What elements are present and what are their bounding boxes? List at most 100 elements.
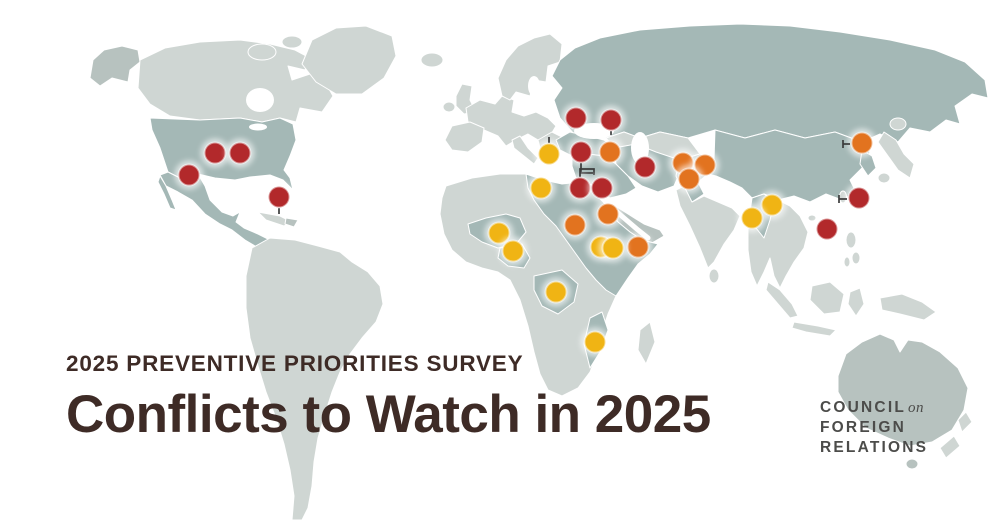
- marker-armenia-azerbaijan: [595, 137, 625, 167]
- great-lakes: [249, 123, 267, 131]
- persian-gulf: [652, 198, 674, 226]
- marker-dot-pakistan: [677, 167, 701, 191]
- marker-dot-southern-russia: [599, 108, 623, 132]
- marker-leader-line: [580, 163, 593, 174]
- island-borneo: [809, 281, 845, 315]
- continent-south-america: [245, 237, 384, 521]
- marker-dot-israel-palestine: [590, 176, 614, 200]
- country-china: [707, 129, 871, 203]
- marker-taiwan-strait: [838, 183, 874, 213]
- continent-greenland: [301, 25, 397, 95]
- marker-dot-libya: [529, 176, 553, 200]
- iberian-peninsula: [444, 121, 485, 153]
- island-visayas: [843, 256, 851, 268]
- marker-dot-myanmar: [760, 193, 784, 217]
- island-new-guinea: [879, 293, 937, 321]
- marker-ukraine: [561, 103, 591, 133]
- new-zealand-north: [957, 411, 973, 433]
- marker-pakistan: [674, 164, 704, 194]
- marker-dr-congo: [541, 277, 571, 307]
- marker-mozambique: [580, 327, 610, 357]
- marker-libya: [526, 173, 556, 203]
- marker-dot-eastern-mediterranean: [537, 142, 561, 166]
- marker-dot-turkey-syria: [569, 140, 593, 164]
- marker-dot-korean-peninsula: [850, 131, 874, 155]
- marker-united-states-central-2: [225, 138, 255, 168]
- island-hokkaido: [889, 117, 907, 131]
- marker-dot-mozambique: [583, 330, 607, 354]
- marker-nigeria: [498, 236, 528, 266]
- marker-southern-russia: [596, 105, 626, 135]
- marker-south-china-sea: [812, 214, 842, 244]
- marker-red-sea-horn: [593, 199, 623, 229]
- island-sulawesi: [847, 287, 865, 317]
- marker-dot-united-states-central-1: [203, 141, 227, 165]
- continents: [89, 23, 989, 521]
- arctic-island-2: [281, 35, 303, 49]
- page-title: Conflicts to Watch in 2025: [66, 384, 711, 444]
- italy: [511, 135, 539, 165]
- country-japan: [877, 131, 915, 179]
- marker-somalia: [623, 232, 653, 262]
- marker-dot-south-china-sea: [815, 217, 839, 241]
- island-tasmania: [905, 458, 919, 470]
- continent-europe: [465, 95, 557, 147]
- marker-dot-taiwan-strait: [847, 186, 871, 210]
- markers-layer: [174, 103, 877, 357]
- marker-lebanon-israel: [565, 168, 595, 203]
- marker-israel-palestine: [587, 173, 617, 203]
- baja-peninsula: [157, 175, 177, 211]
- cfr-logo: COUNCIL on FOREIGN RELATIONS: [820, 398, 928, 458]
- continent-australia: [837, 333, 969, 447]
- survey-eyebrow: 2025 PREVENTIVE PRIORITIES SURVEY: [66, 351, 524, 376]
- marker-turkey-syria: [566, 137, 596, 174]
- hudson-bay: [246, 88, 274, 112]
- new-zealand-south: [939, 435, 961, 459]
- island-luzon: [845, 231, 857, 249]
- marker-bay-of-bengal: [737, 203, 767, 233]
- island-kyushu: [877, 172, 891, 184]
- marker-dot-lebanon-israel: [568, 176, 592, 200]
- marker-dot-bay-of-bengal: [740, 206, 764, 230]
- cfr-logo-line-1: COUNCIL on: [820, 398, 928, 418]
- marker-united-states-southwest: [174, 160, 204, 190]
- continent-canada: [137, 39, 334, 123]
- island-ireland: [442, 101, 456, 113]
- island-sri-lanka: [708, 268, 720, 284]
- island-java: [791, 321, 837, 337]
- island-hispaniola: [284, 217, 299, 228]
- headline-block: 2025 PREVENTIVE PRIORITIES SURVEY Confli…: [66, 351, 711, 444]
- marker-dot-red-sea-horn: [596, 202, 620, 226]
- cfr-logo-council: COUNCIL: [820, 399, 907, 416]
- marker-dot-armenia-azerbaijan: [598, 140, 622, 164]
- marker-dot-somalia: [626, 235, 650, 259]
- island-madagascar: [637, 321, 656, 365]
- marker-dot-ethiopia-east: [601, 236, 625, 260]
- arctic-island-1: [247, 43, 277, 61]
- marker-dot-nigeria: [501, 239, 525, 263]
- cfr-logo-line-2: FOREIGN: [820, 419, 907, 436]
- marker-dot-ukraine: [564, 106, 588, 130]
- continent-alaska: [89, 45, 141, 87]
- marker-eastern-mediterranean: [534, 137, 564, 169]
- country-india: [675, 185, 741, 269]
- marker-dot-united-states-central-2: [228, 141, 252, 165]
- marker-united-states-central-1: [200, 138, 230, 168]
- island-mindanao: [851, 251, 861, 265]
- island-hainan: [807, 214, 817, 222]
- marker-ethiopia-east: [598, 233, 628, 263]
- marker-leader-line: [579, 168, 595, 177]
- marker-haiti: [264, 182, 294, 214]
- marker-dot-haiti: [267, 185, 291, 209]
- marker-dot-sahel: [487, 221, 511, 245]
- island-sumatra: [765, 281, 799, 319]
- marker-dot-sudan: [563, 213, 587, 237]
- island-iceland: [420, 52, 444, 68]
- marker-korean-peninsula: [842, 128, 877, 158]
- marker-iran: [630, 152, 660, 182]
- marker-dot-united-states-southwest: [177, 163, 201, 187]
- marker-dot-iran: [633, 155, 657, 179]
- marker-dot-dr-congo: [544, 280, 568, 304]
